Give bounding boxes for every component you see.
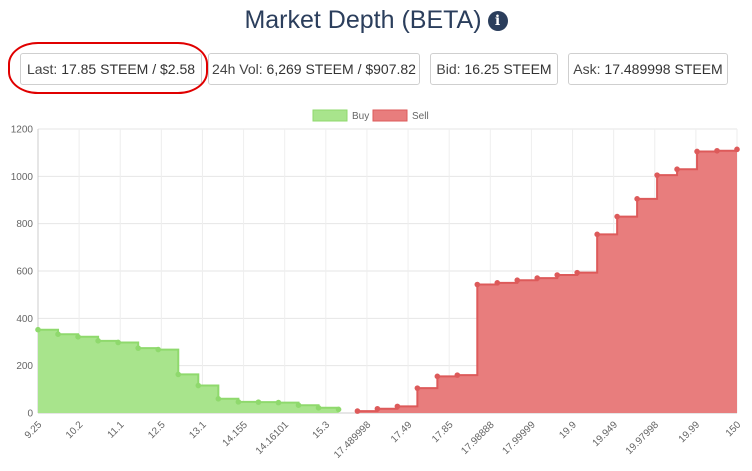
buy-area	[38, 329, 339, 413]
buy-point	[35, 326, 41, 333]
buy-point	[175, 371, 182, 378]
buy-point	[115, 339, 121, 346]
x-tick-label: 11.1	[106, 419, 127, 440]
x-tick-label: 19.949	[591, 419, 621, 449]
sell-point	[654, 172, 660, 178]
x-tick-label: 17.49	[389, 419, 415, 445]
sell-point	[374, 405, 381, 412]
buy-point	[255, 399, 262, 405]
x-tick-label: 17.489998	[332, 419, 374, 461]
info-icon[interactable]: i	[487, 10, 508, 31]
buy-point	[55, 331, 61, 337]
sell-point	[354, 408, 361, 414]
sell-point	[634, 196, 640, 202]
legend-sell-swatch	[372, 109, 408, 122]
sell-point	[514, 277, 521, 284]
buy-point	[315, 404, 322, 411]
sell-point	[534, 275, 541, 281]
x-tick-label: 10.2	[64, 419, 86, 441]
legend-buy-swatch	[312, 109, 348, 122]
buy-point	[75, 333, 81, 340]
sell-point	[574, 269, 580, 276]
last-price-stat: Last: 17.85 STEEM / $2.58	[20, 53, 202, 85]
sell-point	[554, 272, 561, 278]
sell-point	[594, 231, 600, 238]
sell-area	[357, 149, 737, 413]
x-tick-label: 150	[724, 419, 744, 439]
legend-sell-label: Sell	[412, 111, 429, 122]
sell-point	[414, 385, 421, 391]
sell-point	[614, 213, 620, 220]
buy-point	[275, 399, 282, 406]
y-tick-label: 200	[16, 361, 33, 372]
sell-point	[454, 372, 461, 378]
sell-point	[434, 373, 441, 380]
sell-point	[694, 148, 700, 155]
y-tick-label: 400	[16, 314, 33, 325]
x-tick-label: 13.1	[187, 419, 209, 441]
buy-point	[215, 396, 222, 402]
x-tick-label: 14.155	[221, 419, 251, 449]
sell-point	[394, 403, 401, 410]
last-label: Last:	[26, 61, 62, 77]
buy-point	[235, 399, 242, 405]
bid-stat: Bid: 16.25 STEEM	[430, 53, 558, 85]
x-tick-label: 14.16101	[254, 419, 292, 457]
x-tick-label: 9.25	[23, 419, 45, 441]
volume-label: 24h Vol:	[212, 61, 267, 77]
buy-point	[95, 338, 101, 344]
buy-point	[335, 406, 342, 413]
ask-value: 17.489998 STEEM	[604, 61, 723, 77]
y-tick-label: 600	[16, 267, 33, 278]
sell-point	[714, 147, 720, 154]
last-value: 17.85 STEEM / $2.58	[61, 61, 196, 77]
sell-point	[494, 280, 501, 286]
legend-buy-label: Buy	[352, 111, 369, 122]
buy-point	[295, 402, 302, 408]
y-tick-label: 1000	[11, 172, 34, 183]
sell-point	[474, 281, 481, 288]
page-title: Market Depth (BETA)	[244, 6, 482, 34]
x-tick-label: 19.97998	[624, 419, 662, 457]
y-tick-label: 0	[27, 409, 33, 420]
x-tick-label: 12.5	[146, 419, 168, 441]
buy-point	[135, 345, 141, 351]
buy-point	[195, 382, 202, 389]
x-tick-label: 17.98888	[459, 419, 497, 457]
x-tick-label: 15.3	[311, 419, 333, 441]
sell-point	[674, 166, 680, 173]
volume-value: 6,269 STEEM / $907.82	[266, 61, 416, 77]
ask-stat: Ask: 17.489998 STEEM	[568, 53, 728, 85]
volume-stat: 24h Vol: 6,269 STEEM / $907.82	[208, 53, 420, 85]
header: Market Depth (BETA) i	[0, 6, 752, 35]
bid-value: 16.25 STEEM	[464, 61, 552, 77]
x-tick-label: 17.85	[430, 419, 456, 445]
y-tick-label: 800	[16, 219, 33, 230]
buy-point	[155, 346, 162, 353]
bid-label: Bid:	[436, 61, 465, 77]
y-tick-label: 1200	[11, 125, 34, 136]
x-tick-label: 19.9	[557, 419, 579, 441]
x-tick-label: 19.99	[677, 419, 703, 445]
sell-point	[734, 146, 740, 153]
ask-label: Ask:	[573, 61, 605, 77]
x-tick-label: 17.99999	[500, 419, 538, 457]
